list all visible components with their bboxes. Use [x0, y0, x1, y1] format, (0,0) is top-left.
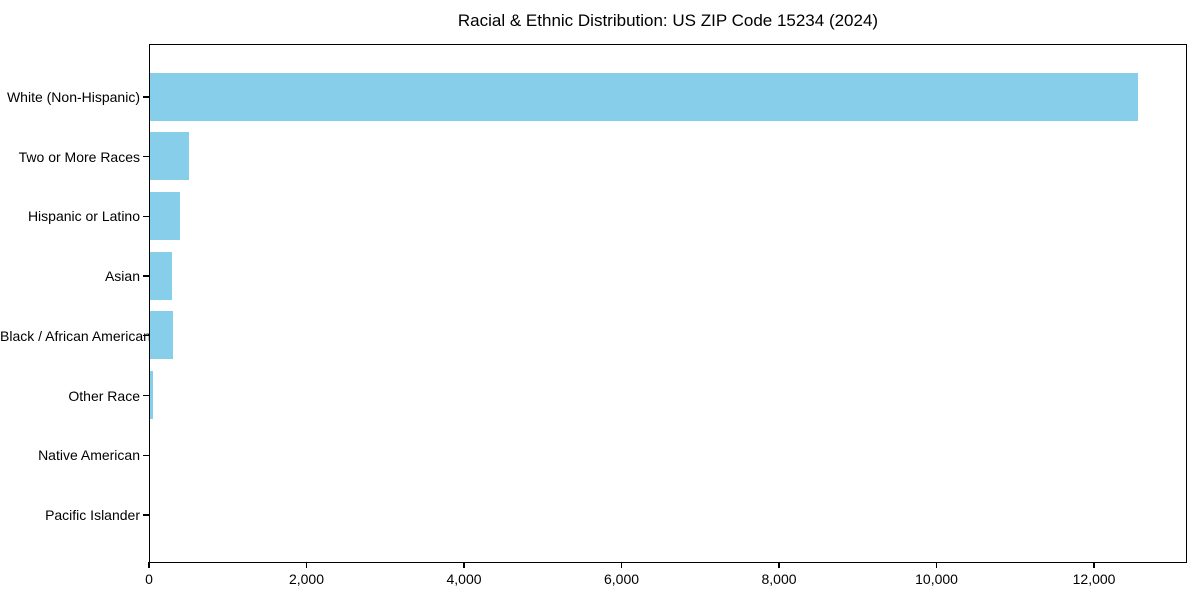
x-axis-tick — [305, 562, 308, 568]
y-axis-tick — [143, 394, 149, 397]
x-tick-label-8000: 8,000 — [761, 571, 797, 587]
chart-title: Racial & Ethnic Distribution: US ZIP Cod… — [457, 11, 879, 30]
y-axis-tick — [143, 96, 149, 98]
y-tick-label-other-race: Other Race — [68, 387, 140, 404]
bar-other-race — [150, 371, 154, 419]
x-axis-tick — [620, 562, 623, 568]
x-tick-label-2000: 2,000 — [288, 571, 325, 587]
x-axis-tick — [463, 562, 465, 568]
y-tick-label-hispanic-or-latino: Hispanic or Latino — [27, 208, 140, 225]
plot-area — [149, 44, 1187, 563]
bar-two-or-more-races — [150, 132, 190, 181]
x-tick-label-4000: 4,000 — [446, 571, 482, 587]
y-tick-label-white-non-hispanic: White (Non-Hispanic) — [6, 89, 140, 105]
y-tick-label-asian: Asian — [104, 268, 140, 285]
x-axis-tick — [778, 562, 780, 568]
y-axis-tick — [143, 215, 149, 218]
bar-white-non-hispanic — [150, 72, 1138, 121]
y-axis-tick — [143, 514, 149, 516]
y-axis-tick — [143, 156, 149, 158]
y-axis-tick — [143, 275, 149, 277]
y-axis-tick — [143, 335, 149, 337]
y-tick-label-two-or-more-races: Two or More Races — [18, 148, 140, 165]
y-tick-label-pacific-islander: Pacific Islander — [45, 506, 140, 523]
bar-asian — [150, 251, 173, 300]
x-axis-tick — [1093, 562, 1095, 568]
y-tick-label-black-african-american: Black / African American — [0, 327, 151, 344]
y-axis-tick — [143, 454, 149, 456]
x-tick-label-10000: 10,000 — [915, 571, 958, 587]
bar-black-african-american — [150, 311, 173, 360]
x-tick-label-12000: 12,000 — [1072, 571, 1116, 587]
x-axis-tick — [148, 562, 150, 568]
y-tick-label-native-american: Native American — [38, 447, 140, 464]
bar-hispanic-or-latino — [150, 191, 181, 240]
x-axis-tick — [935, 562, 938, 568]
x-tick-label-6000: 6,000 — [604, 571, 640, 587]
x-tick-label-0: 0 — [145, 571, 153, 587]
